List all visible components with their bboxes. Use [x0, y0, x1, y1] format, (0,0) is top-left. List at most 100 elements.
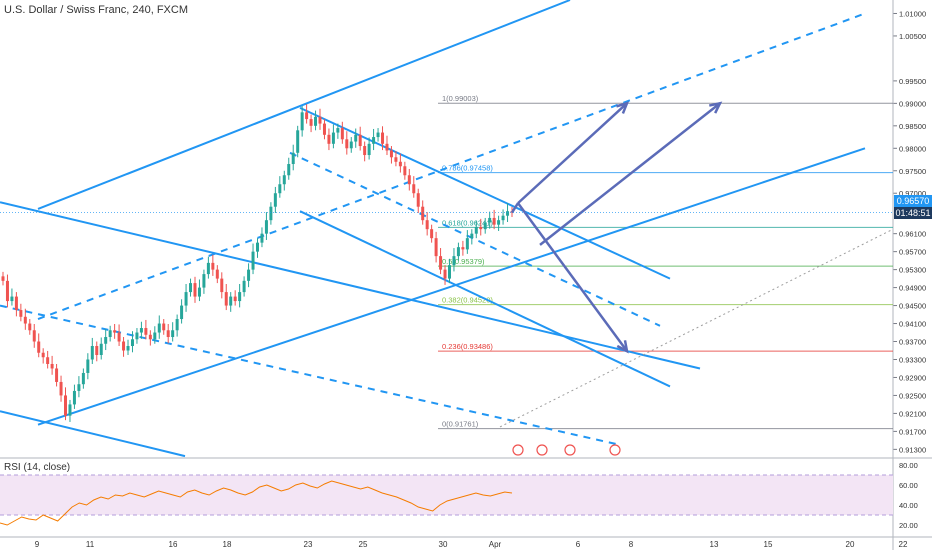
candle-body [260, 233, 264, 243]
ascending-channel-mid [37, 12, 866, 320]
candle-body [287, 164, 291, 176]
price-axis-label: 0.98500 [899, 122, 926, 131]
projection-dotted-line [499, 228, 894, 428]
candle-body [376, 132, 380, 138]
price-axis-label: 1.00500 [899, 32, 926, 41]
candle-body [41, 352, 45, 358]
candle-body [282, 175, 286, 185]
candle-body [506, 211, 510, 216]
candle-body [113, 330, 117, 333]
candle-body [122, 341, 126, 351]
candle-body [331, 132, 335, 144]
price-axis-label: 0.91700 [899, 427, 926, 436]
forecast-arrow-up-1-head [616, 101, 630, 114]
price-axis-label: 0.93300 [899, 355, 926, 364]
candle-body [434, 238, 438, 257]
candle-body [23, 316, 27, 324]
candle-body [407, 175, 411, 185]
candle-body [314, 116, 318, 126]
price-axis-label: 0.92500 [899, 391, 926, 400]
time-axis-label: 8 [629, 540, 634, 549]
candle-body [430, 229, 434, 239]
event-icon [564, 444, 576, 456]
price-axis-label: 0.92100 [899, 409, 926, 418]
candle-body [175, 319, 179, 331]
price-axis-label: 0.93700 [899, 338, 926, 347]
candle-body [412, 184, 416, 194]
candle-body [269, 206, 273, 221]
forecast-arrow-up-2-head [708, 101, 723, 114]
candle-body [318, 116, 322, 124]
candle-body [37, 341, 41, 353]
candle-body [64, 395, 68, 416]
descending-channel-mid [0, 304, 621, 446]
price-axis-label: 0.91300 [899, 445, 926, 454]
rsi-axis-label: 20.00 [899, 521, 918, 530]
descending-channel-lower [0, 410, 186, 458]
time-axis-label: 25 [359, 540, 368, 549]
candle-body [220, 278, 224, 293]
candle-body [354, 134, 358, 142]
candle-body [452, 256, 456, 266]
time-axis-label: 9 [35, 540, 40, 549]
candle-body [425, 220, 429, 230]
candle-body [211, 262, 215, 270]
candle-body [251, 251, 255, 270]
candle-body [296, 130, 300, 153]
price-axis-label: 0.99500 [899, 77, 926, 86]
price-axis-label: 0.92900 [899, 373, 926, 382]
time-axis-label: 15 [764, 540, 773, 549]
candle-body [117, 332, 121, 342]
candle-body [95, 346, 99, 355]
current-price-bg [894, 195, 932, 207]
candle-body [99, 343, 103, 355]
candle-body [180, 305, 184, 320]
candle-body [19, 310, 23, 317]
candle-body [501, 215, 505, 221]
rsi-axis-label: 80.00 [899, 461, 918, 470]
candle-body [474, 226, 478, 234]
candle-body [10, 296, 14, 302]
candle-body [345, 139, 349, 149]
candle-body [363, 146, 367, 156]
fib-level-label: 0.5(0.95379) [442, 257, 485, 266]
candle-body [202, 274, 206, 288]
candle-body [68, 404, 72, 416]
candle-body [327, 134, 331, 144]
price-axis-label: 0.94900 [899, 284, 926, 293]
candle-body [206, 262, 210, 275]
candle-body [372, 137, 376, 144]
forecast-arrow-down [516, 202, 629, 352]
candle-body [162, 323, 166, 331]
candle-body [184, 292, 188, 306]
price-axis-label: 0.95700 [899, 248, 926, 257]
candle-body [367, 143, 371, 156]
rsi-title: RSI (14, close) [4, 462, 71, 473]
candle-body [153, 332, 157, 340]
descending-channel-upper [0, 201, 701, 370]
candle-body [403, 166, 407, 176]
candle-body [224, 292, 228, 306]
fib-level-label: 1(0.99003) [442, 94, 479, 103]
candle-body [126, 346, 130, 351]
ascending-channel-upper [37, 0, 571, 210]
candle-body [46, 357, 50, 364]
candle-body [483, 222, 487, 230]
price-axis-label: 0.98000 [899, 144, 926, 153]
countdown-bg [894, 207, 932, 219]
candle-body [470, 233, 474, 239]
candle-body [439, 256, 443, 270]
candle-body [32, 330, 36, 342]
event-icon [536, 444, 548, 456]
candle-body [461, 247, 465, 250]
candle-body [447, 265, 451, 279]
fib-level-label: 0.382(0.94520) [442, 296, 493, 305]
candle-body [229, 296, 233, 306]
ascending-channel-lower [37, 147, 866, 426]
pullback-channel-lower [299, 210, 671, 388]
fib-level-label: 0.236(0.93486) [442, 342, 493, 351]
candle-body [130, 339, 134, 347]
candle-body [135, 332, 139, 340]
candle-body [497, 220, 501, 225]
